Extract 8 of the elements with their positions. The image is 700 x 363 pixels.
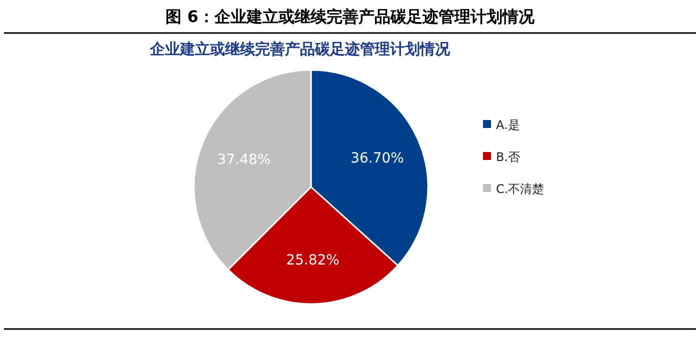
legend-label: C.不清楚: [496, 182, 544, 196]
chart-title: 图 6：企业建立或继续完善产品碳足迹管理计划情况: [166, 7, 536, 26]
data-label: 36.70%: [350, 150, 404, 167]
legend-label: B.否: [496, 150, 520, 164]
legend-label: A.是: [496, 118, 520, 132]
chart-subtitle: 企业建立或继续完善产品碳足迹管理计划情况: [149, 40, 451, 58]
data-label: 25.82%: [286, 252, 340, 269]
data-label: 37.48%: [217, 152, 271, 168]
